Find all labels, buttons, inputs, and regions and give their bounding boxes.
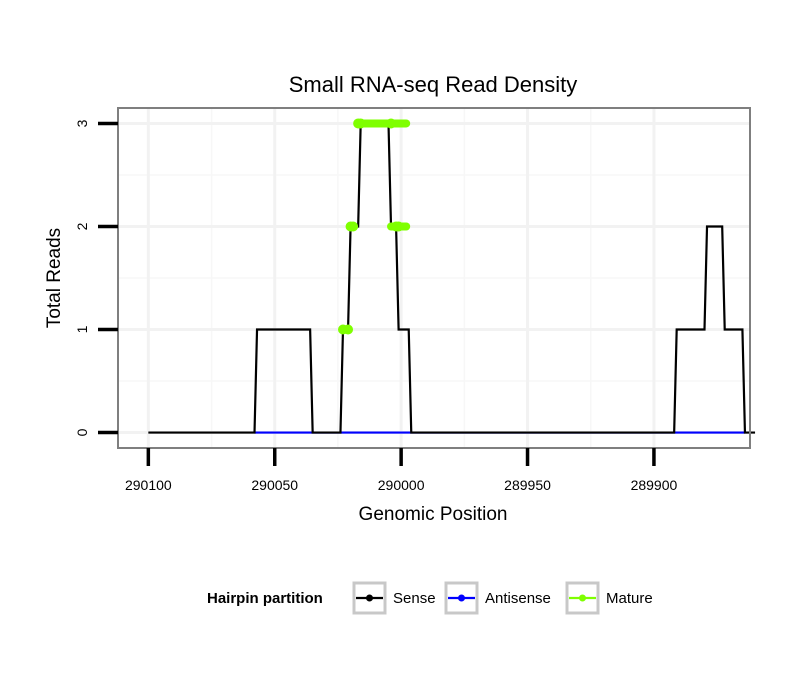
x-tick-label: 290050 bbox=[251, 477, 298, 493]
legend-title: Hairpin partition bbox=[207, 590, 323, 607]
y-tick-label: 2 bbox=[74, 222, 90, 230]
x-axis: 290100 290050 290000 289950 289900 bbox=[125, 448, 678, 493]
grid-lines bbox=[118, 108, 750, 448]
legend-key-point bbox=[458, 594, 465, 602]
y-tick-label: 3 bbox=[74, 119, 90, 127]
chart-title: Small RNA-seq Read Density bbox=[289, 72, 578, 97]
panel-border bbox=[117, 107, 751, 449]
x-axis-label: Genomic Position bbox=[359, 504, 508, 525]
x-tick-label: 290000 bbox=[378, 477, 425, 493]
mature-point bbox=[343, 324, 354, 335]
mature-point bbox=[393, 221, 404, 232]
legend-key-point bbox=[579, 594, 586, 602]
x-tick-label: 290100 bbox=[125, 477, 172, 493]
x-tick-label: 289950 bbox=[504, 477, 551, 493]
mature-point bbox=[355, 118, 366, 129]
legend-label-antisense: Antisense bbox=[485, 590, 551, 607]
y-axis-label: Total Reads bbox=[44, 228, 65, 328]
legend-label-sense: Sense bbox=[393, 590, 436, 607]
plot-panel bbox=[117, 107, 756, 449]
y-tick-label: 0 bbox=[74, 428, 90, 436]
y-axis: 0 1 2 3 bbox=[74, 119, 118, 436]
mature-point bbox=[348, 221, 359, 232]
legend-items: Sense Antisense Mature bbox=[352, 581, 653, 615]
y-tick-label: 1 bbox=[74, 325, 90, 333]
series-layer bbox=[148, 118, 756, 434]
x-tick-label: 289900 bbox=[631, 477, 678, 493]
legend-label-mature: Mature bbox=[606, 590, 653, 607]
legend: Hairpin partition Sense Antisense Mature bbox=[207, 581, 653, 615]
mature-point bbox=[386, 118, 397, 129]
legend-key-point bbox=[366, 594, 373, 602]
